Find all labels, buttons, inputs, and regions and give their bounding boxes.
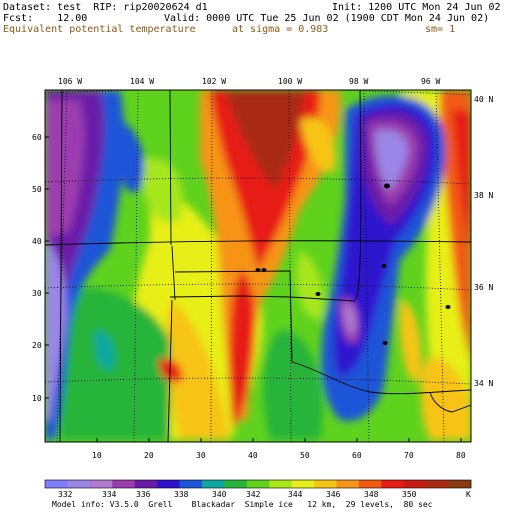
x-tick-label: 40: [248, 451, 258, 460]
colorbar: [44, 479, 472, 489]
lon-label: 106 W: [58, 77, 82, 86]
colorbar-swatch: [291, 480, 315, 488]
colorbar-unit: K: [466, 490, 471, 499]
colorbar-label: 346: [326, 490, 341, 499]
colorbar-swatch: [45, 480, 68, 488]
station-dot-icon: [382, 341, 388, 345]
colorbar-swatch: [224, 480, 248, 488]
colorbar-label: 348: [364, 490, 379, 499]
left-axis-labels: 60 50 40 30 20 10: [32, 133, 42, 403]
x-tick-label: 10: [92, 451, 102, 460]
colorbar-swatch: [448, 480, 472, 488]
colorbar-swatch: [246, 480, 270, 488]
lat-label: 40 N: [474, 95, 493, 104]
theta-e-field: [45, 90, 471, 442]
colorbar-label: 350: [402, 490, 417, 499]
field-name: Equivalent potential temperature: [3, 24, 196, 35]
lat-label: 38 N: [474, 191, 493, 200]
x-tick-label: 20: [144, 451, 154, 460]
colorbar-swatch: [314, 480, 337, 488]
lon-label: 102 W: [202, 77, 226, 86]
colorbar-swatch: [67, 480, 91, 488]
level-text: at sigma = 0.983: [232, 24, 329, 35]
colorbar-swatch: [134, 480, 158, 488]
x-tick-label: 30: [196, 451, 206, 460]
colorbar-border: [44, 479, 472, 489]
y-tick-label: 50: [32, 185, 42, 194]
colorbar-label: 340: [212, 490, 227, 499]
colorbar-swatch: [179, 480, 203, 488]
right-lat-labels: 40 N 38 N 36 N 34 N: [474, 95, 493, 388]
fcst-line: Fcst: 12.00: [3, 13, 88, 24]
lat-label: 34 N: [474, 379, 493, 388]
y-tick-label: 20: [32, 341, 42, 350]
station-dot-icon: [381, 264, 387, 268]
station-dot-icon: [255, 268, 261, 272]
colorbar-swatch: [336, 480, 360, 488]
station-dot-icon: [445, 305, 451, 309]
state-boundaries: [45, 90, 471, 442]
colorbar-label: 332: [58, 490, 73, 499]
colorbar-swatch: [426, 480, 449, 488]
y-tick-label: 40: [32, 237, 42, 246]
bottom-axis-labels: 10 20 30 40 50 60 70 80: [92, 451, 466, 460]
smoothing-text: sm= 1: [425, 24, 456, 35]
colorbar-labels: 332 334 336 338 340 342 344 346 348 350 …: [58, 490, 471, 499]
dataset-line: Dataset: test RIP: rip20020624 d1: [3, 2, 208, 13]
lon-label: 104 W: [130, 77, 154, 86]
station-markers: [255, 183, 451, 345]
y-tick-label: 30: [32, 289, 42, 298]
valid-line: Valid: 0000 UTC Tue 25 Jun 02 (1900 CDT …: [164, 13, 490, 24]
colorbar-swatch: [157, 480, 180, 488]
frame-ticks: [45, 136, 462, 442]
station-dot-icon: [315, 292, 321, 296]
top-lon-labels: 106 W 104 W 102 W 100 W 98 W 96 W: [58, 77, 440, 86]
colorbar-label: 334: [102, 490, 117, 499]
colorbar-swatch: [269, 480, 292, 488]
lon-label: 100 W: [278, 77, 302, 86]
x-tick-label: 50: [300, 451, 310, 460]
lon-label: 96 W: [421, 77, 440, 86]
colorbar-swatch: [112, 480, 135, 488]
init-line: Init: 1200 UTC Mon 24 Jun 02: [332, 2, 501, 13]
colorbar-swatch: [358, 480, 382, 488]
x-tick-label: 60: [352, 451, 362, 460]
colorbar-swatch: [381, 480, 405, 488]
colorbar-label: 338: [174, 490, 189, 499]
lon-label: 98 W: [349, 77, 368, 86]
y-tick-label: 60: [32, 133, 42, 142]
colorbar-swatch: [201, 480, 225, 488]
latlon-grid: [45, 90, 471, 442]
map-frame: [44, 89, 472, 443]
station-dot-icon: [261, 268, 267, 272]
y-tick-label: 10: [32, 394, 42, 403]
model-info: Model info: V3.5.0 Grell Blackadar Simpl…: [52, 500, 433, 509]
colorbar-label: 344: [288, 490, 303, 499]
colorbar-swatch: [89, 480, 113, 488]
colorbar-label: 342: [246, 490, 261, 499]
colorbar-swatch: [403, 480, 427, 488]
x-tick-label: 80: [456, 451, 466, 460]
station-dot-icon: [384, 183, 390, 189]
x-tick-label: 70: [404, 451, 414, 460]
lat-label: 36 N: [474, 283, 493, 292]
colorbar-label: 336: [136, 490, 151, 499]
